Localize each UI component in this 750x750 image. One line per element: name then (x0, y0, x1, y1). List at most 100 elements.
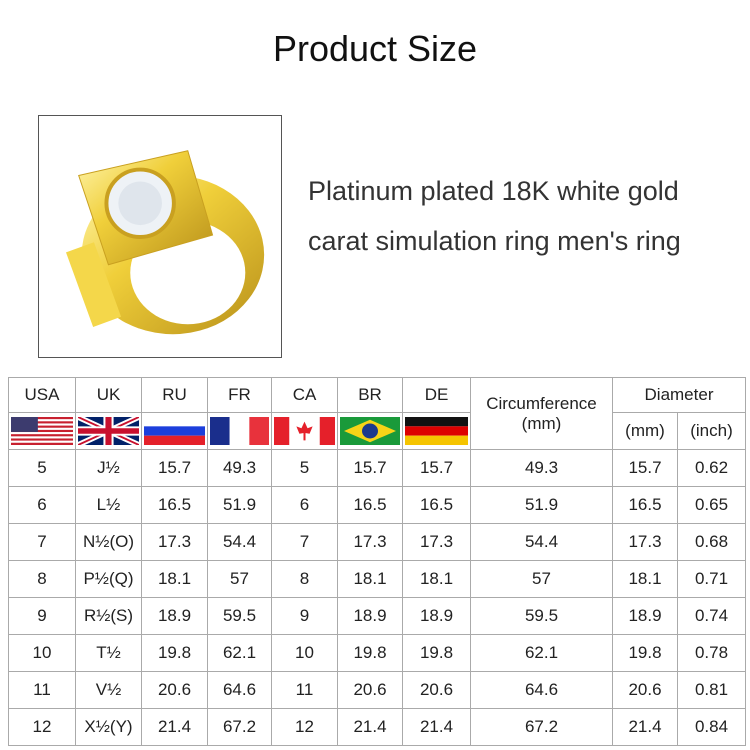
table-row: 10 T½ 19.8 62.1 10 19.8 19.8 62.1 19.8 0.78 (8, 634, 746, 672)
table-cell: 5 (8, 449, 76, 487)
table-cell: P½(Q) (75, 560, 142, 598)
table-cell: 51.9 (207, 486, 272, 524)
circumference-unit: (mm) (521, 413, 562, 433)
table-cell: 19.8 (141, 634, 208, 672)
table-cell: 62.1 (207, 634, 272, 672)
table-cell: 16.5 (612, 486, 678, 524)
table-cell: 21.4 (141, 708, 208, 746)
table-cell: 21.4 (337, 708, 403, 746)
table-cell: 0.74 (677, 597, 746, 635)
header-usa: USA (8, 377, 76, 413)
header-ru: RU (141, 377, 208, 413)
table-cell: 18.1 (402, 560, 471, 598)
table-cell: 11 (271, 671, 338, 709)
table-cell: 20.6 (141, 671, 208, 709)
table-cell: 0.84 (677, 708, 746, 746)
table-cell: 0.68 (677, 523, 746, 561)
table-cell: 16.5 (141, 486, 208, 524)
table-cell: 6 (8, 486, 76, 524)
table-cell: 49.3 (207, 449, 272, 487)
table-cell: 59.5 (470, 597, 613, 635)
size-chart-table: USA UK RU FR CA BR DE Circumference (mm) … (8, 377, 746, 746)
table-cell: 21.4 (612, 708, 678, 746)
table-row: 8 P½(Q) 18.1 57 8 18.1 18.1 57 18.1 0.71 (8, 560, 746, 598)
table-cell: 7 (8, 523, 76, 561)
table-cell: R½(S) (75, 597, 142, 635)
table-cell: 18.9 (141, 597, 208, 635)
table-cell: 19.8 (612, 634, 678, 672)
table-cell: 49.3 (470, 449, 613, 487)
table-row: 6 L½ 16.5 51.9 6 16.5 16.5 51.9 16.5 0.65 (8, 486, 746, 524)
table-cell: 0.71 (677, 560, 746, 598)
table-cell: 20.6 (402, 671, 471, 709)
product-description: Platinum plated 18K white gold carat sim… (308, 166, 681, 266)
table-cell: 7 (271, 523, 338, 561)
table-cell: 54.4 (207, 523, 272, 561)
table-cell: 18.1 (141, 560, 208, 598)
table-row: 7 N½(O) 17.3 54.4 7 17.3 17.3 54.4 17.3 0.68 (8, 523, 746, 561)
header-uk: UK (75, 377, 142, 413)
table-cell: 17.3 (612, 523, 678, 561)
table-cell: 17.3 (141, 523, 208, 561)
table-row: 5 J½ 15.7 49.3 5 15.7 15.7 49.3 15.7 0.62 (8, 449, 746, 487)
header-circumference: Circumference (mm) (470, 377, 613, 450)
table-row: 11 V½ 20.6 64.6 11 20.6 20.6 64.6 20.6 0.81 (8, 671, 746, 709)
table-cell: 11 (8, 671, 76, 709)
table-cell: 16.5 (402, 486, 471, 524)
canada-flag-icon (271, 412, 338, 450)
header-diameter-mm: (mm) (612, 412, 678, 450)
table-cell: 10 (8, 634, 76, 672)
table-cell: 15.7 (141, 449, 208, 487)
germany-flag-icon (402, 412, 471, 450)
description-line: Platinum plated 18K white gold (308, 176, 679, 206)
product-image (38, 115, 282, 358)
table-cell: 20.6 (612, 671, 678, 709)
table-cell: 6 (271, 486, 338, 524)
table-cell: T½ (75, 634, 142, 672)
header-fr: FR (207, 377, 272, 413)
table-cell: 54.4 (470, 523, 613, 561)
description-line: carat simulation ring men's ring (308, 226, 681, 256)
table-cell: 0.65 (677, 486, 746, 524)
table-cell: 15.7 (402, 449, 471, 487)
table-cell: 67.2 (207, 708, 272, 746)
table-cell: 0.62 (677, 449, 746, 487)
table-cell: 8 (8, 560, 76, 598)
table-cell: 17.3 (402, 523, 471, 561)
table-cell: N½(O) (75, 523, 142, 561)
table-row: 9 R½(S) 18.9 59.5 9 18.9 18.9 59.5 18.9 0.74 (8, 597, 746, 635)
uk-flag-icon (75, 412, 142, 450)
table-cell: 20.6 (337, 671, 403, 709)
table-cell: 17.3 (337, 523, 403, 561)
table-cell: 64.6 (470, 671, 613, 709)
header-ca: CA (271, 377, 338, 413)
table-cell: 9 (271, 597, 338, 635)
russia-flag-icon (141, 412, 208, 450)
table-cell: 51.9 (470, 486, 613, 524)
page-title: Product Size (272, 28, 478, 69)
table-cell: 19.8 (402, 634, 471, 672)
us-flag-icon (8, 412, 76, 450)
table-cell: X½(Y) (75, 708, 142, 746)
table-cell: 19.8 (337, 634, 403, 672)
brazil-flag-icon (337, 412, 403, 450)
circumference-label: Circumference (486, 393, 597, 413)
header-diameter-inch: (inch) (677, 412, 746, 450)
table-cell: V½ (75, 671, 142, 709)
header-diameter: Diameter (612, 377, 746, 413)
header-de: DE (402, 377, 471, 413)
table-cell: 62.1 (470, 634, 613, 672)
france-flag-icon (207, 412, 272, 450)
table-cell: L½ (75, 486, 142, 524)
table-cell: 12 (8, 708, 76, 746)
table-cell: 12 (271, 708, 338, 746)
header-br: BR (337, 377, 403, 413)
table-cell: 59.5 (207, 597, 272, 635)
table-cell: 15.7 (337, 449, 403, 487)
table-row: 12 X½(Y) 21.4 67.2 12 21.4 21.4 67.2 21.4 0.84 (8, 708, 746, 746)
table-cell: 67.2 (470, 708, 613, 746)
gold-ring-image (66, 150, 265, 335)
table-cell: 18.1 (612, 560, 678, 598)
table-cell: 64.6 (207, 671, 272, 709)
table-cell: J½ (75, 449, 142, 487)
